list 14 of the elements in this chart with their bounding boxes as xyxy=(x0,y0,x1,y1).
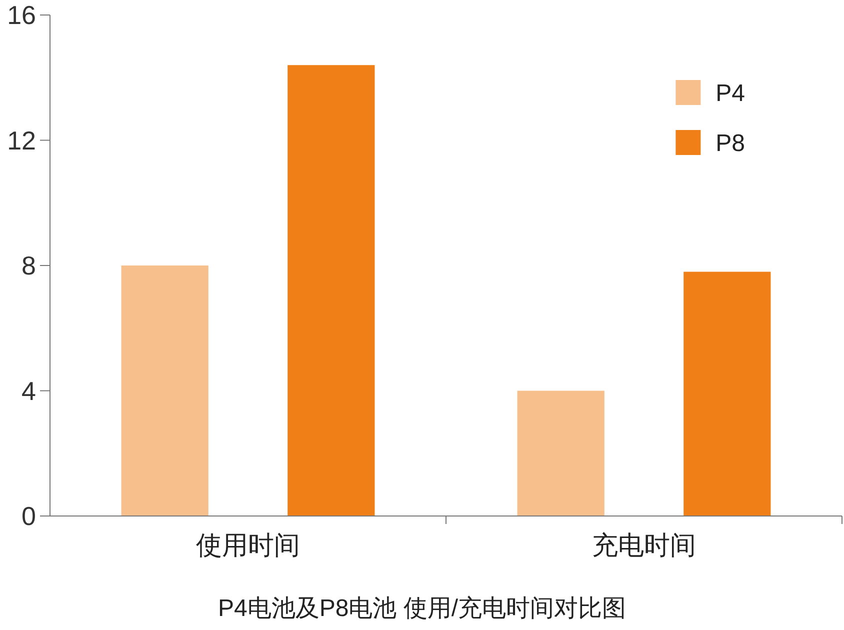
text: P4电池及P8电池 使用/充电时间对比图 xyxy=(218,595,626,622)
y-tick-label: 16 xyxy=(7,0,36,30)
y-tick-label: 8 xyxy=(22,250,36,281)
bar xyxy=(288,65,375,516)
y-tick-label: 0 xyxy=(22,501,36,532)
legend-label: P4 xyxy=(716,80,746,107)
y-tick-label: 4 xyxy=(22,376,36,406)
x-tick-label: 充电时间 xyxy=(592,530,696,560)
y-tick-label: 12 xyxy=(7,125,36,156)
bar xyxy=(684,272,771,516)
bar xyxy=(517,390,604,516)
legend-label: P8 xyxy=(716,130,746,157)
bar xyxy=(121,266,208,516)
x-tick-label: 使用时间 xyxy=(196,530,300,560)
